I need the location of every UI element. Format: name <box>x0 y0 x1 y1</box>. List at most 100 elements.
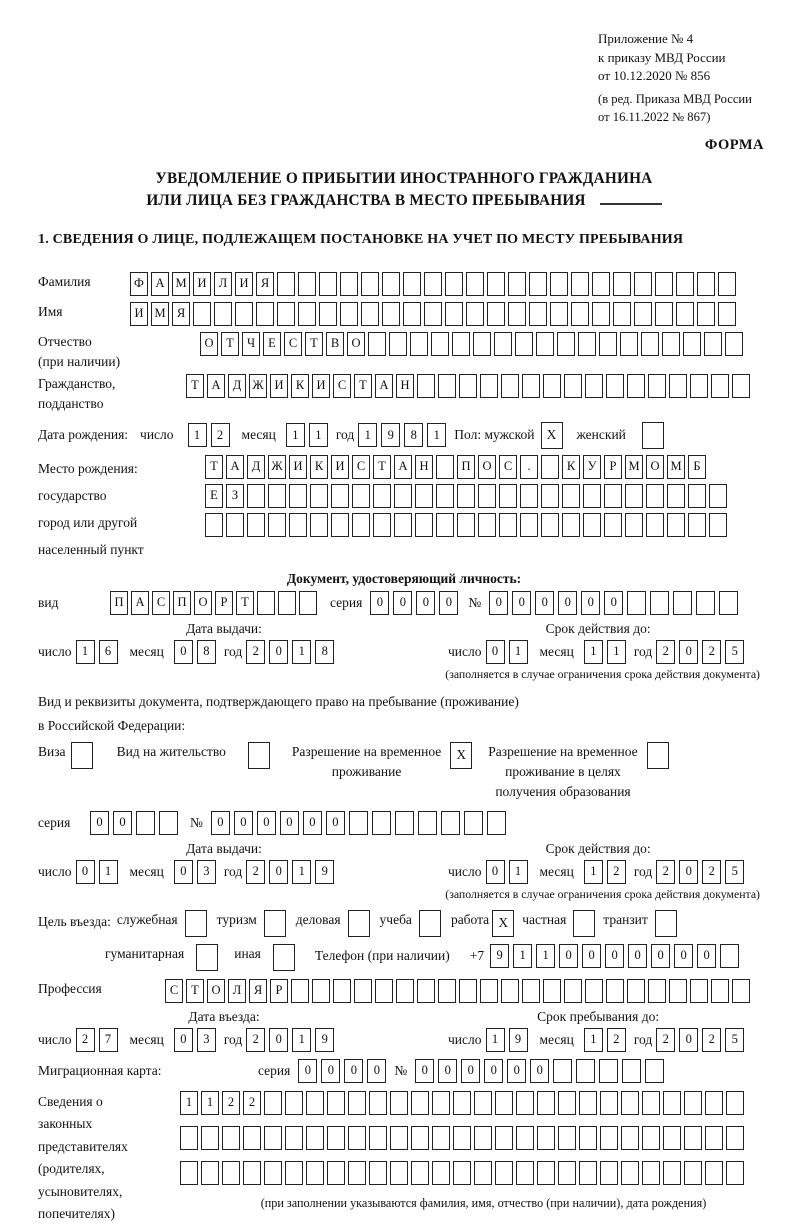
char-box[interactable] <box>520 512 538 537</box>
char-box[interactable] <box>516 1090 534 1115</box>
char-box[interactable]: С <box>499 454 517 479</box>
char-box[interactable] <box>205 512 223 537</box>
char-box[interactable]: Я <box>249 978 267 1003</box>
char-box[interactable]: Ж <box>268 454 286 479</box>
char-box[interactable] <box>634 301 652 326</box>
char-box[interactable] <box>452 331 470 356</box>
char-box[interactable]: 0 <box>90 810 109 835</box>
char-box[interactable] <box>235 301 253 326</box>
char-box[interactable]: Л <box>214 271 232 296</box>
char-box[interactable]: С <box>165 978 183 1003</box>
char-box[interactable]: Р <box>215 590 233 615</box>
char-box[interactable] <box>348 810 368 835</box>
char-box[interactable] <box>312 978 330 1003</box>
char-box[interactable]: 0 <box>173 639 193 664</box>
char-box[interactable] <box>340 301 358 326</box>
char-box[interactable] <box>368 331 386 356</box>
char-box[interactable] <box>264 1090 282 1115</box>
char-box[interactable]: 0 <box>582 943 602 968</box>
char-box[interactable] <box>299 590 317 615</box>
char-box[interactable] <box>373 512 391 537</box>
char-box[interactable]: 2 <box>75 1027 95 1052</box>
char-box[interactable]: 9 <box>508 1027 528 1052</box>
char-box[interactable] <box>361 271 379 296</box>
char-box[interactable] <box>600 1090 618 1115</box>
char-box[interactable] <box>432 1160 450 1185</box>
char-box[interactable]: 1 <box>201 1090 219 1115</box>
char-box[interactable] <box>562 483 580 508</box>
char-box[interactable] <box>515 331 533 356</box>
char-box[interactable] <box>180 1160 198 1185</box>
sex-female-checkbox[interactable] <box>641 421 664 449</box>
purpose-humanitarian-checkbox[interactable] <box>196 943 219 971</box>
char-box[interactable] <box>704 331 722 356</box>
char-box[interactable] <box>415 512 433 537</box>
char-box[interactable]: 0 <box>485 639 505 664</box>
char-box[interactable] <box>222 1125 240 1150</box>
char-box[interactable] <box>543 373 561 398</box>
char-box[interactable] <box>583 512 601 537</box>
char-box[interactable] <box>550 271 568 296</box>
char-box[interactable]: 0 <box>298 1058 318 1083</box>
char-box[interactable] <box>486 810 506 835</box>
char-box[interactable]: М <box>625 454 643 479</box>
char-box[interactable]: 0 <box>325 810 345 835</box>
char-box[interactable] <box>459 978 477 1003</box>
char-box[interactable]: 2 <box>222 1090 240 1115</box>
char-box[interactable]: 1 <box>308 423 328 447</box>
char-box[interactable] <box>719 590 739 615</box>
char-box[interactable] <box>438 373 456 398</box>
char-box[interactable] <box>298 301 316 326</box>
char-box[interactable]: 7 <box>98 1027 118 1052</box>
char-box[interactable]: 2 <box>606 1027 626 1052</box>
char-box[interactable] <box>711 978 729 1003</box>
char-box[interactable] <box>417 373 435 398</box>
char-box[interactable] <box>371 810 391 835</box>
char-box[interactable]: 0 <box>604 590 624 615</box>
char-box[interactable] <box>410 331 428 356</box>
char-box[interactable] <box>394 512 412 537</box>
char-box[interactable] <box>352 483 370 508</box>
char-box[interactable] <box>718 301 736 326</box>
char-box[interactable] <box>222 1160 240 1185</box>
char-box[interactable] <box>599 1058 619 1083</box>
char-box[interactable]: 0 <box>439 590 459 615</box>
char-box[interactable] <box>508 301 526 326</box>
char-box[interactable] <box>667 483 685 508</box>
char-box[interactable]: 1 <box>536 943 556 968</box>
char-box[interactable]: 1 <box>485 1027 505 1052</box>
char-box[interactable]: 0 <box>679 1027 699 1052</box>
char-box[interactable]: 1 <box>583 859 603 884</box>
char-box[interactable]: 0 <box>393 590 413 615</box>
char-box[interactable]: Н <box>396 373 414 398</box>
char-box[interactable]: Т <box>186 978 204 1003</box>
char-box[interactable]: А <box>226 454 244 479</box>
char-box[interactable] <box>403 301 421 326</box>
char-box[interactable]: Т <box>305 331 323 356</box>
char-box[interactable]: Ж <box>249 373 267 398</box>
char-box[interactable] <box>705 1090 723 1115</box>
char-box[interactable] <box>424 271 442 296</box>
char-box[interactable] <box>705 1160 723 1185</box>
char-box[interactable] <box>585 978 603 1003</box>
char-box[interactable] <box>709 512 727 537</box>
char-box[interactable] <box>663 1125 681 1150</box>
char-box[interactable]: 0 <box>530 1058 550 1083</box>
char-box[interactable]: И <box>235 271 253 296</box>
char-box[interactable]: В <box>326 331 344 356</box>
char-box[interactable] <box>473 331 491 356</box>
char-box[interactable] <box>354 978 372 1003</box>
char-box[interactable] <box>501 373 519 398</box>
char-box[interactable] <box>579 1090 597 1115</box>
char-box[interactable]: Е <box>205 483 223 508</box>
char-box[interactable] <box>327 1090 345 1115</box>
char-box[interactable]: Т <box>373 454 391 479</box>
char-box[interactable]: К <box>310 454 328 479</box>
char-box[interactable] <box>310 512 328 537</box>
char-box[interactable] <box>516 1160 534 1185</box>
char-box[interactable] <box>214 301 232 326</box>
char-box[interactable]: И <box>289 454 307 479</box>
char-box[interactable] <box>564 978 582 1003</box>
char-box[interactable] <box>396 978 414 1003</box>
char-box[interactable]: 1 <box>285 423 305 447</box>
